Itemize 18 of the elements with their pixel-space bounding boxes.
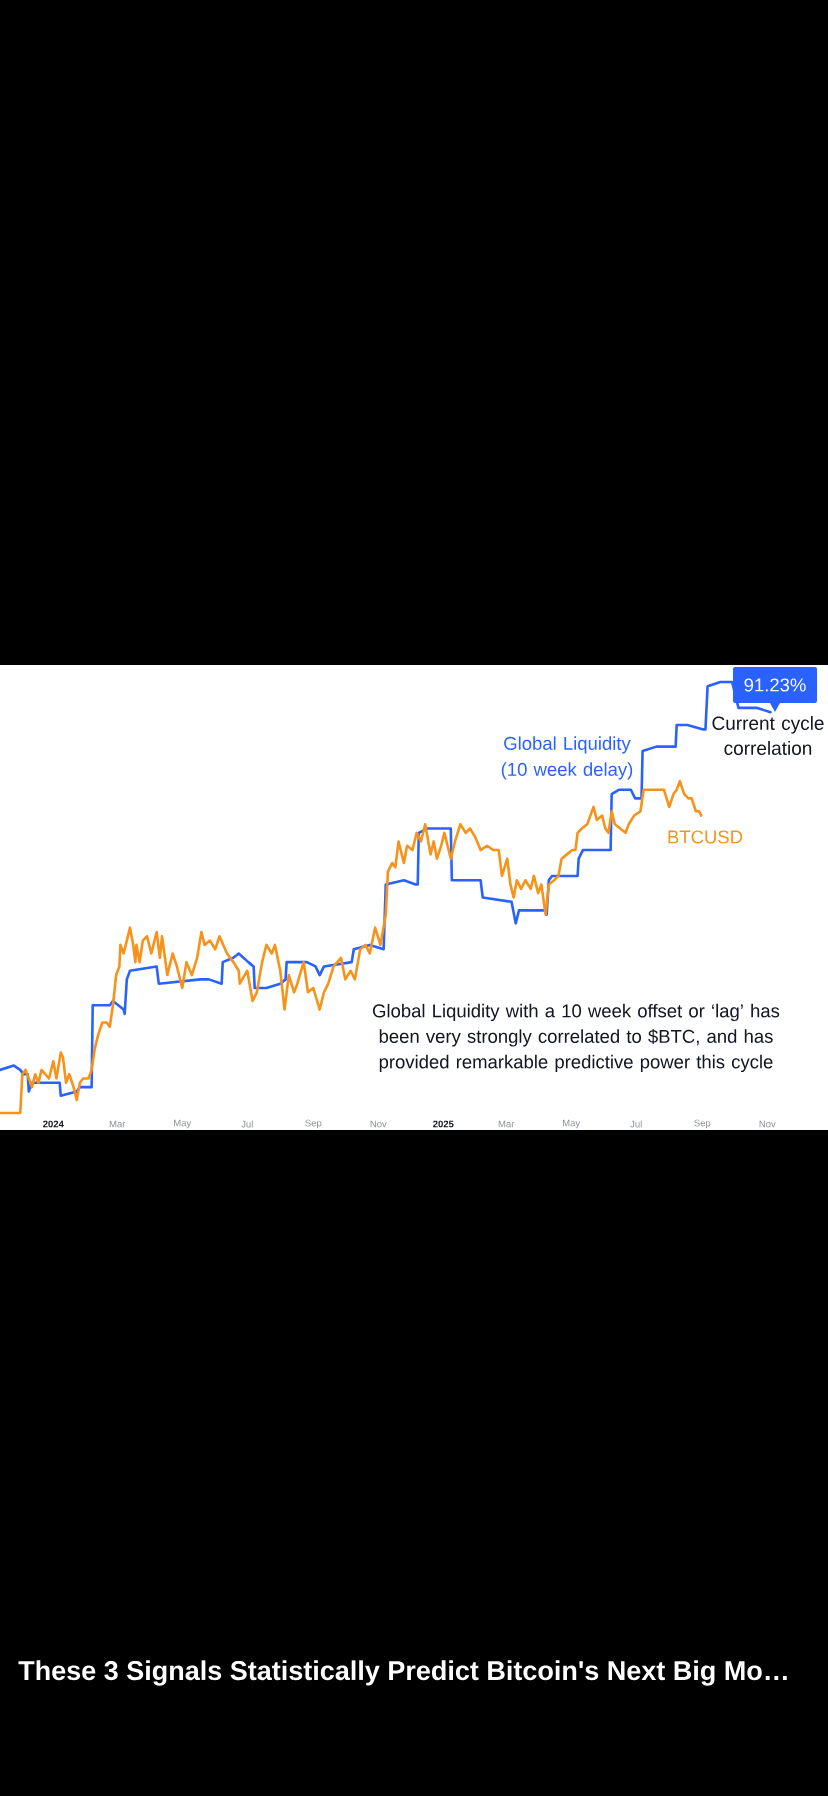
series-label: BTCUSD: [668, 830, 743, 844]
x-tick-label: Sep: [694, 1119, 711, 1129]
x-tick-label: Nov: [370, 1120, 387, 1128]
x-tick-label: May: [563, 1119, 581, 1129]
x-tick-label: Mar: [109, 1120, 126, 1128]
x-tick-label: Jul: [241, 1120, 253, 1128]
x-tick-label: Jul: [630, 1120, 642, 1128]
x-tick-label: 2024: [43, 1120, 64, 1128]
x-tick-label: May: [174, 1119, 192, 1129]
x-tick-label: Mar: [498, 1120, 515, 1128]
annotation: 91.23%: [744, 678, 806, 692]
series-label: Global Liquidity (10 week delay): [501, 736, 633, 780]
text: These 3 Signals Statistically Predict Bitcoin's Next Big Mo…: [18, 1660, 787, 1686]
annotation: Current cycle correlation: [712, 716, 824, 755]
annotation: Global Liquidity with a 10 week offset or ‘lag’ has been very strongly correlated to $BTC, and has provided remarkable predictive power this cycle: [372, 1003, 780, 1073]
x-tick-label: Nov: [759, 1120, 776, 1128]
x-tick-label: 2025: [433, 1120, 454, 1128]
x-tick-label: Sep: [305, 1119, 322, 1129]
